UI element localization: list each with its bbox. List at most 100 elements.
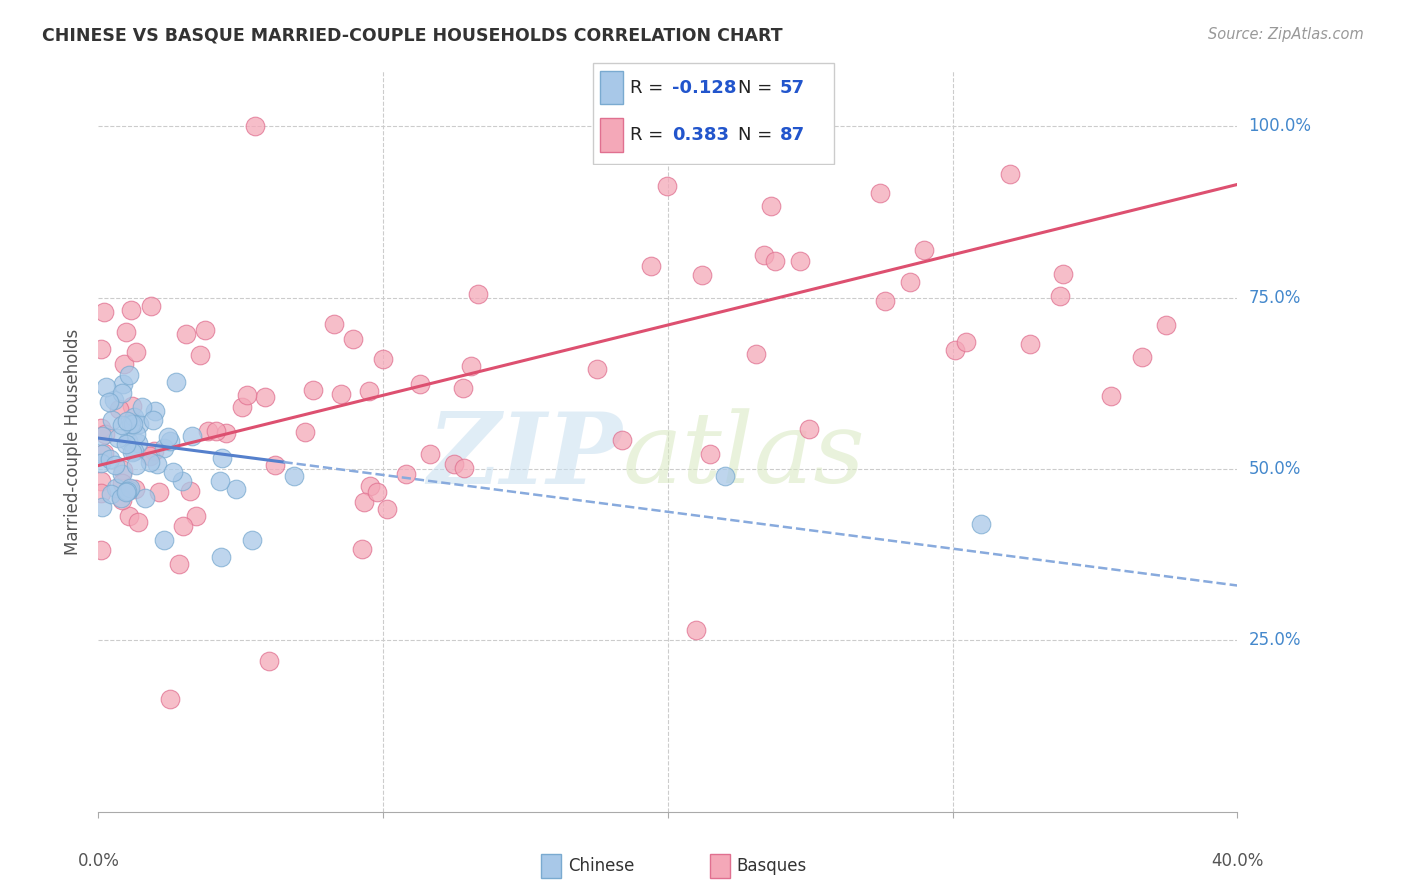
- Point: [122, 444, 145, 458]
- Point: [93, 446, 115, 460]
- Point: [153, 441, 176, 455]
- Bar: [600, 70, 623, 104]
- Point: [111, 418, 134, 433]
- Point: [419, 447, 441, 461]
- Point: [110, 491, 132, 505]
- Point: [142, 412, 165, 426]
- Point: [90, 486, 112, 500]
- Point: [231, 400, 253, 414]
- Point: [283, 469, 305, 483]
- Text: N =: N =: [738, 126, 778, 144]
- Point: [294, 425, 316, 439]
- Point: [125, 427, 148, 442]
- Point: [122, 410, 145, 425]
- Point: [875, 293, 897, 308]
- Point: [215, 425, 238, 440]
- Point: [112, 357, 135, 371]
- Point: [127, 435, 149, 450]
- Point: [90, 421, 112, 435]
- Point: [188, 348, 211, 362]
- Point: [90, 447, 112, 461]
- Text: CHINESE VS BASQUE MARRIED-COUPLE HOUSEHOLDS CORRELATION CHART: CHINESE VS BASQUE MARRIED-COUPLE HOUSEHO…: [42, 27, 783, 45]
- Point: [118, 483, 141, 498]
- Bar: [541, 855, 561, 878]
- Point: [350, 542, 373, 557]
- Point: [225, 483, 247, 497]
- Point: [869, 186, 891, 201]
- Point: [148, 485, 170, 500]
- Point: [97, 394, 120, 409]
- Point: [165, 376, 187, 390]
- Point: [108, 401, 131, 416]
- Point: [353, 495, 375, 509]
- Point: [467, 287, 489, 301]
- Point: [240, 533, 263, 547]
- Text: 0.0%: 0.0%: [77, 853, 120, 871]
- Point: [208, 474, 231, 488]
- Text: ZIP: ZIP: [427, 409, 623, 505]
- Point: [143, 403, 166, 417]
- Point: [104, 481, 127, 495]
- Point: [152, 533, 174, 547]
- Point: [111, 376, 134, 391]
- Point: [111, 467, 134, 481]
- Point: [366, 485, 388, 500]
- Point: [124, 482, 146, 496]
- Point: [104, 458, 127, 472]
- Point: [180, 429, 202, 443]
- Text: Source: ZipAtlas.com: Source: ZipAtlas.com: [1208, 27, 1364, 42]
- Point: [443, 457, 465, 471]
- Point: [1130, 351, 1153, 365]
- Text: 57: 57: [780, 78, 806, 96]
- Bar: [600, 118, 623, 152]
- Point: [745, 347, 768, 361]
- Point: [301, 383, 323, 397]
- Point: [115, 485, 138, 500]
- Point: [209, 549, 232, 564]
- Point: [699, 447, 721, 461]
- Point: [685, 623, 707, 637]
- Point: [118, 368, 141, 383]
- Point: [943, 343, 966, 357]
- Point: [395, 467, 418, 481]
- Point: [114, 437, 136, 451]
- Point: [330, 386, 353, 401]
- Point: [134, 491, 156, 505]
- Text: R =: R =: [630, 78, 669, 96]
- Point: [174, 327, 197, 342]
- Point: [1099, 389, 1122, 403]
- Point: [359, 479, 381, 493]
- Point: [120, 303, 142, 318]
- Point: [159, 691, 181, 706]
- Point: [460, 359, 482, 374]
- Bar: [710, 855, 730, 878]
- Point: [194, 323, 217, 337]
- Point: [111, 463, 134, 477]
- Point: [139, 299, 162, 313]
- Point: [118, 509, 141, 524]
- Point: [375, 502, 398, 516]
- Point: [103, 392, 125, 407]
- Point: [167, 557, 190, 571]
- Point: [253, 390, 276, 404]
- Point: [1052, 267, 1074, 281]
- Point: [159, 434, 181, 449]
- Point: [90, 456, 112, 470]
- Point: [357, 384, 380, 399]
- Point: [143, 444, 166, 458]
- Point: [125, 458, 148, 472]
- Point: [998, 167, 1021, 181]
- Point: [91, 500, 114, 514]
- Point: [121, 399, 143, 413]
- Point: [115, 483, 138, 498]
- Point: [610, 434, 633, 448]
- Point: [211, 450, 233, 465]
- Point: [409, 377, 432, 392]
- Text: 50.0%: 50.0%: [1249, 460, 1301, 478]
- Point: [655, 178, 678, 193]
- Point: [115, 325, 138, 339]
- Y-axis label: Married-couple Households: Married-couple Households: [65, 328, 83, 555]
- Text: 87: 87: [780, 126, 806, 144]
- Point: [1049, 289, 1071, 303]
- Point: [120, 417, 142, 432]
